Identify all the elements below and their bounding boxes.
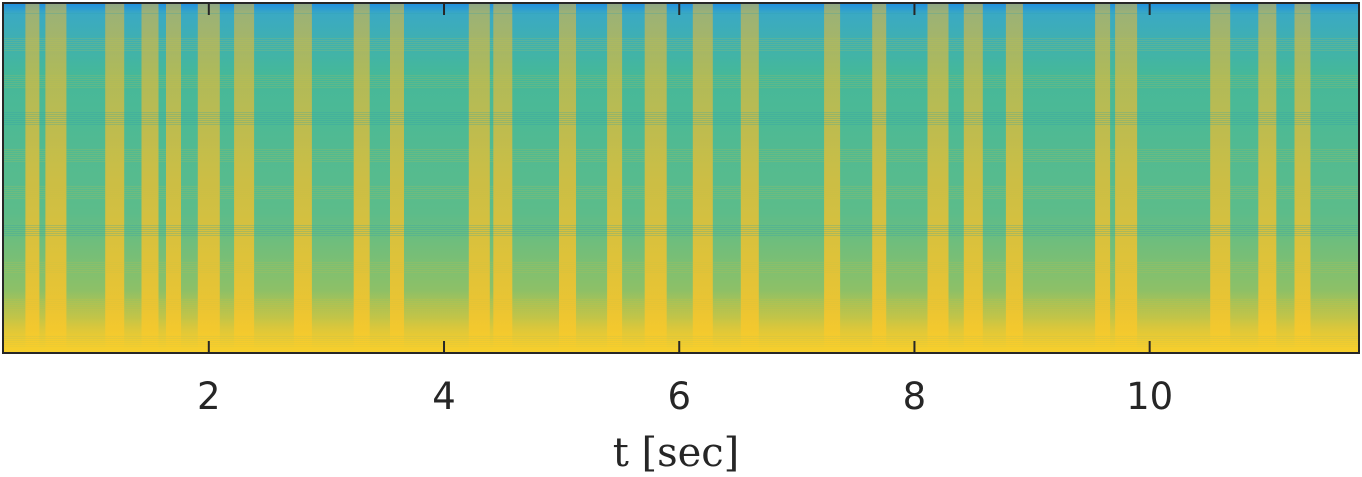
energy-band: [234, 3, 255, 353]
energy-band: [607, 3, 623, 353]
frequency-streak: [3, 46, 1359, 47]
x-tick-label: 6: [667, 375, 691, 418]
x-axis-label: t [sec]: [613, 430, 740, 476]
frequency-streak: [3, 231, 1359, 232]
frequency-streak: [3, 151, 1359, 152]
plot-frame: [2, 2, 1360, 354]
frequency-streak: [3, 198, 1359, 199]
frequency-streak: [3, 225, 1359, 226]
frequency-streak: [3, 13, 1359, 14]
frequency-streak: [3, 188, 1359, 189]
frequency-streak: [3, 192, 1359, 193]
frequency-streak: [3, 122, 1359, 123]
x-tick-label: 2: [197, 375, 221, 418]
energy-band: [927, 3, 949, 353]
frequency-streak: [3, 227, 1359, 228]
energy-band: [390, 3, 404, 353]
frequency-streak: [3, 44, 1359, 45]
frequency-streak: [3, 87, 1359, 88]
energy-band: [824, 3, 841, 353]
frequency-streak: [3, 48, 1359, 49]
frequency-streak: [3, 153, 1359, 154]
frequency-streak: [3, 85, 1359, 86]
energy-band: [872, 3, 887, 353]
frequency-streak: [3, 42, 1359, 43]
frequency-streak: [3, 161, 1359, 162]
frequency-streak: [3, 114, 1359, 115]
energy-band: [105, 3, 125, 353]
energy-band: [353, 3, 370, 353]
frequency-streak: [3, 38, 1359, 39]
x-tick-label: 8: [903, 375, 927, 418]
frequency-streak: [3, 229, 1359, 230]
frequency-streak: [3, 235, 1359, 236]
frequency-streak: [3, 264, 1359, 265]
energy-band: [1115, 3, 1138, 353]
energy-band: [493, 3, 513, 353]
energy-band: [293, 3, 312, 353]
frequency-streak: [3, 79, 1359, 80]
energy-band: [197, 3, 220, 353]
energy-band: [559, 3, 576, 353]
frequency-streak: [3, 270, 1359, 271]
energy-band: [468, 3, 490, 353]
frequency-streak: [3, 81, 1359, 82]
energy-band: [740, 3, 759, 353]
frequency-streak: [3, 272, 1359, 273]
spectrogram-image: [3, 3, 1359, 353]
energy-band: [166, 3, 181, 353]
frequency-streak: [3, 75, 1359, 76]
frequency-streak: [3, 266, 1359, 267]
frequency-streak: [3, 120, 1359, 121]
frequency-streak: [3, 116, 1359, 117]
frequency-streak: [3, 262, 1359, 263]
frequency-streak: [3, 112, 1359, 113]
energy-band: [1294, 3, 1311, 353]
frequency-streak: [3, 124, 1359, 125]
frequency-streak: [3, 233, 1359, 234]
frequency-streak: [3, 77, 1359, 78]
energy-band: [141, 3, 159, 353]
energy-band: [1005, 3, 1023, 353]
frequency-streak: [3, 83, 1359, 84]
energy-band: [963, 3, 983, 353]
x-tick-label: 10: [1126, 375, 1173, 418]
frequency-streak: [3, 186, 1359, 187]
energy-band: [1210, 3, 1231, 353]
energy-band: [692, 3, 713, 353]
frequency-streak: [3, 149, 1359, 150]
frequency-streak: [3, 194, 1359, 195]
frequency-streak: [3, 155, 1359, 156]
energy-band: [45, 3, 67, 353]
frequency-streak: [3, 157, 1359, 158]
x-ticks: 2 4 6 8 10: [197, 3, 1173, 418]
energy-band: [25, 3, 40, 353]
energy-band: [1258, 3, 1277, 353]
frequency-streak: [3, 190, 1359, 191]
frequency-streak: [3, 196, 1359, 197]
x-tick-label: 4: [432, 375, 456, 418]
frequency-streak: [3, 118, 1359, 119]
energy-band: [644, 3, 667, 353]
frequency-streak: [3, 40, 1359, 41]
energy-band: [1095, 3, 1111, 353]
frequency-streak: [3, 159, 1359, 160]
frequency-streak: [3, 268, 1359, 269]
energy-bands: [25, 3, 1311, 353]
frequency-streak: [3, 50, 1359, 51]
